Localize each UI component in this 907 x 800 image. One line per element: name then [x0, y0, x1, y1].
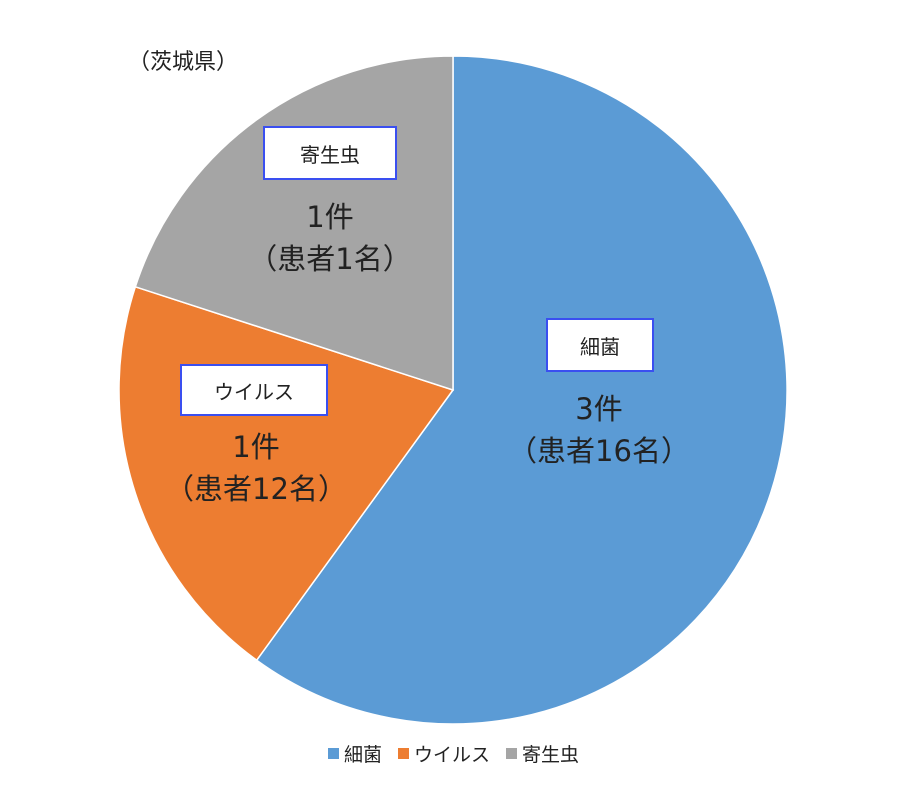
label-parasite-patients: （患者1名） — [248, 242, 412, 276]
label-bacteria-values: 3件 （患者16名） — [508, 388, 690, 472]
label-virus-patients: （患者12名） — [165, 472, 347, 506]
region-label: （茨城県） — [128, 50, 239, 75]
legend-item-parasite: 寄生虫 — [506, 740, 579, 767]
legend-swatch-bacteria — [327, 748, 339, 759]
label-parasite-category: 寄生虫 — [263, 126, 397, 180]
legend: 細菌 ウイルス 寄生虫 — [0, 740, 907, 767]
label-virus-category: ウイルス — [180, 364, 328, 416]
legend-label-virus: ウイルス — [413, 744, 490, 766]
label-bacteria-category: 細菌 — [546, 318, 654, 372]
label-bacteria-count: 3件 — [575, 392, 623, 426]
label-virus-count: 1件 — [232, 430, 280, 464]
legend-swatch-parasite — [506, 748, 517, 759]
legend-label-bacteria: 細菌 — [343, 744, 382, 766]
label-virus-values: 1件 （患者12名） — [165, 426, 347, 510]
label-bacteria-patients: （患者16名） — [508, 434, 690, 468]
legend-item-bacteria: 細菌 — [327, 740, 382, 767]
pie-slice-bacteria — [255, 55, 788, 725]
label-parasite-count: 1件 — [306, 200, 354, 234]
legend-swatch-virus — [397, 748, 409, 759]
legend-item-virus: ウイルス — [397, 740, 490, 767]
legend-label-parasite: 寄生虫 — [522, 744, 580, 766]
label-parasite-values: 1件 （患者1名） — [248, 196, 411, 280]
